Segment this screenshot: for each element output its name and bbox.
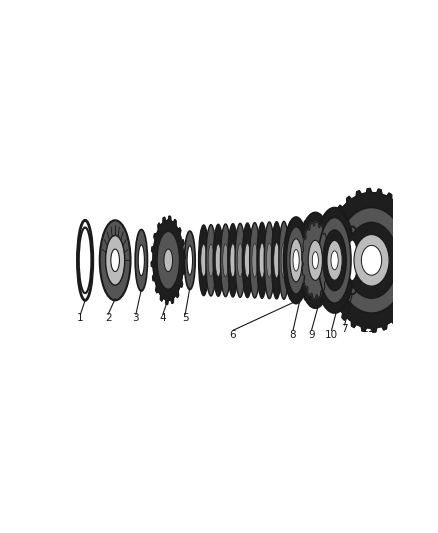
Ellipse shape bbox=[281, 243, 287, 278]
Text: 4: 4 bbox=[159, 313, 166, 324]
Ellipse shape bbox=[314, 208, 355, 313]
Ellipse shape bbox=[106, 236, 125, 285]
Text: 3: 3 bbox=[133, 313, 139, 324]
Ellipse shape bbox=[284, 217, 308, 303]
Ellipse shape bbox=[308, 220, 318, 301]
Text: 5: 5 bbox=[182, 313, 188, 324]
Ellipse shape bbox=[298, 213, 332, 308]
Ellipse shape bbox=[252, 244, 258, 277]
Ellipse shape bbox=[286, 227, 306, 294]
Ellipse shape bbox=[332, 242, 338, 279]
Ellipse shape bbox=[235, 223, 245, 297]
Ellipse shape bbox=[331, 251, 338, 270]
Ellipse shape bbox=[220, 224, 231, 297]
Ellipse shape bbox=[79, 228, 92, 293]
Ellipse shape bbox=[327, 240, 342, 280]
Ellipse shape bbox=[347, 240, 358, 281]
Ellipse shape bbox=[288, 243, 294, 278]
Polygon shape bbox=[302, 222, 329, 298]
Ellipse shape bbox=[308, 240, 322, 280]
Ellipse shape bbox=[354, 235, 389, 286]
Polygon shape bbox=[323, 189, 420, 332]
Ellipse shape bbox=[100, 220, 131, 301]
Ellipse shape bbox=[310, 242, 316, 278]
Ellipse shape bbox=[418, 251, 438, 270]
Ellipse shape bbox=[242, 223, 253, 297]
Ellipse shape bbox=[78, 220, 93, 301]
Ellipse shape bbox=[237, 244, 243, 277]
Ellipse shape bbox=[293, 221, 304, 300]
Ellipse shape bbox=[303, 243, 309, 278]
Ellipse shape bbox=[198, 225, 209, 296]
Ellipse shape bbox=[245, 244, 250, 277]
Ellipse shape bbox=[293, 249, 299, 271]
Ellipse shape bbox=[267, 243, 272, 278]
Ellipse shape bbox=[208, 244, 214, 277]
Ellipse shape bbox=[315, 220, 325, 301]
Ellipse shape bbox=[312, 252, 318, 269]
Ellipse shape bbox=[157, 231, 179, 289]
Ellipse shape bbox=[230, 244, 236, 277]
Ellipse shape bbox=[346, 222, 397, 298]
Text: 7: 7 bbox=[341, 324, 348, 334]
Text: 10: 10 bbox=[325, 329, 338, 340]
Ellipse shape bbox=[213, 224, 223, 296]
Text: 6: 6 bbox=[230, 329, 236, 340]
Ellipse shape bbox=[272, 222, 282, 299]
Ellipse shape bbox=[264, 222, 275, 298]
Text: 11: 11 bbox=[362, 324, 375, 334]
Ellipse shape bbox=[250, 223, 260, 298]
Ellipse shape bbox=[323, 230, 346, 290]
Text: 8: 8 bbox=[290, 329, 297, 340]
Ellipse shape bbox=[111, 249, 120, 271]
Ellipse shape bbox=[138, 245, 145, 276]
Ellipse shape bbox=[337, 219, 347, 302]
Ellipse shape bbox=[290, 239, 302, 282]
Ellipse shape bbox=[318, 217, 351, 303]
Ellipse shape bbox=[228, 224, 238, 297]
Ellipse shape bbox=[343, 227, 361, 294]
Ellipse shape bbox=[318, 242, 323, 279]
Ellipse shape bbox=[201, 245, 206, 276]
Ellipse shape bbox=[301, 220, 311, 300]
Ellipse shape bbox=[184, 231, 195, 289]
Ellipse shape bbox=[215, 244, 221, 277]
Ellipse shape bbox=[330, 219, 340, 302]
Ellipse shape bbox=[206, 224, 216, 296]
Ellipse shape bbox=[325, 242, 331, 279]
Ellipse shape bbox=[286, 221, 297, 300]
Ellipse shape bbox=[259, 243, 265, 277]
Ellipse shape bbox=[279, 221, 289, 299]
Ellipse shape bbox=[336, 207, 408, 313]
Ellipse shape bbox=[274, 243, 279, 278]
Ellipse shape bbox=[164, 249, 173, 271]
Ellipse shape bbox=[257, 222, 267, 298]
Ellipse shape bbox=[135, 230, 148, 291]
Ellipse shape bbox=[223, 244, 228, 277]
Ellipse shape bbox=[339, 241, 345, 279]
Text: 2: 2 bbox=[105, 313, 112, 324]
Ellipse shape bbox=[296, 243, 301, 278]
Ellipse shape bbox=[323, 220, 333, 301]
Text: 1: 1 bbox=[77, 313, 84, 324]
Text: 9: 9 bbox=[308, 329, 315, 340]
Ellipse shape bbox=[437, 254, 438, 267]
Ellipse shape bbox=[187, 246, 193, 275]
Ellipse shape bbox=[361, 245, 381, 275]
Polygon shape bbox=[151, 216, 185, 304]
